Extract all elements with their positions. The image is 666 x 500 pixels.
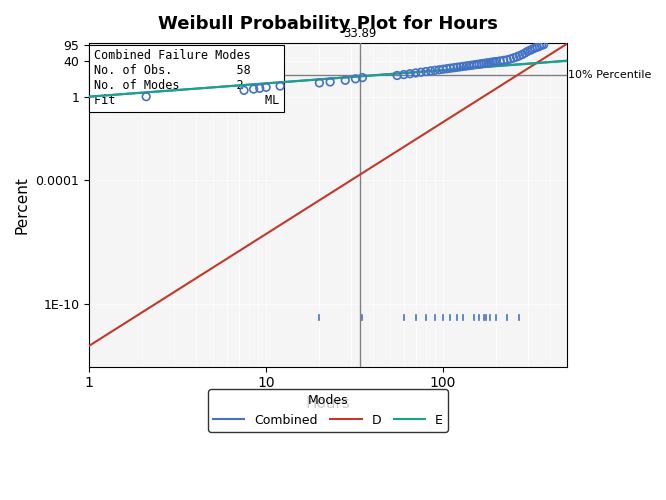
Point <box>485 58 496 66</box>
Point <box>536 42 547 50</box>
Point <box>534 42 545 50</box>
Point <box>438 65 448 73</box>
Point <box>275 82 286 90</box>
Point <box>466 61 477 69</box>
Point <box>483 59 494 67</box>
Point <box>445 64 456 72</box>
Point <box>522 48 533 56</box>
Point <box>491 58 501 66</box>
Text: 33.89: 33.89 <box>343 27 376 40</box>
Point <box>505 55 515 63</box>
Point <box>398 70 409 78</box>
Point <box>495 57 505 65</box>
Point <box>421 68 432 76</box>
Point <box>538 40 549 48</box>
Point <box>464 62 474 70</box>
Point <box>392 72 402 80</box>
Point <box>430 66 440 74</box>
Point <box>472 60 482 68</box>
Point <box>519 49 530 57</box>
Point <box>261 84 272 92</box>
Point <box>455 63 466 71</box>
X-axis label: Hours: Hours <box>306 396 350 411</box>
Point <box>479 60 490 68</box>
Point <box>452 64 462 72</box>
Point <box>448 64 459 72</box>
Point <box>527 45 538 53</box>
Point <box>476 60 487 68</box>
Point <box>481 59 492 67</box>
Point <box>416 68 426 76</box>
Point <box>508 54 519 62</box>
Point <box>357 74 368 82</box>
Point <box>487 58 498 66</box>
Point <box>442 64 452 72</box>
Point <box>314 79 325 87</box>
Point <box>474 60 485 68</box>
Point <box>469 61 480 69</box>
Point <box>489 58 500 66</box>
Point <box>532 44 543 52</box>
Point <box>529 44 540 52</box>
Point <box>248 85 259 93</box>
Point <box>340 76 350 84</box>
Point <box>410 69 421 77</box>
Point <box>501 56 512 64</box>
Legend: Combined, D, E: Combined, D, E <box>208 390 448 432</box>
Point <box>514 52 525 60</box>
Point <box>517 50 527 58</box>
Point <box>254 84 265 92</box>
Point <box>426 67 436 75</box>
Point <box>511 53 522 61</box>
Point <box>350 75 361 83</box>
Point <box>498 56 509 64</box>
Y-axis label: Percent: Percent <box>15 176 30 234</box>
Text: 10% Percentile: 10% Percentile <box>567 70 651 81</box>
Point <box>405 70 416 78</box>
Point <box>458 62 469 70</box>
Point <box>141 92 151 100</box>
Point <box>461 62 472 70</box>
Point <box>238 86 249 94</box>
Point <box>434 66 444 74</box>
Point <box>325 78 336 86</box>
Text: Combined Failure Modes
No. of Obs.         58
No. of Modes        2
Fit         : Combined Failure Modes No. of Obs. 58 No… <box>94 50 279 108</box>
Title: Weibull Probability Plot for Hours: Weibull Probability Plot for Hours <box>158 15 498 33</box>
Point <box>525 46 535 54</box>
